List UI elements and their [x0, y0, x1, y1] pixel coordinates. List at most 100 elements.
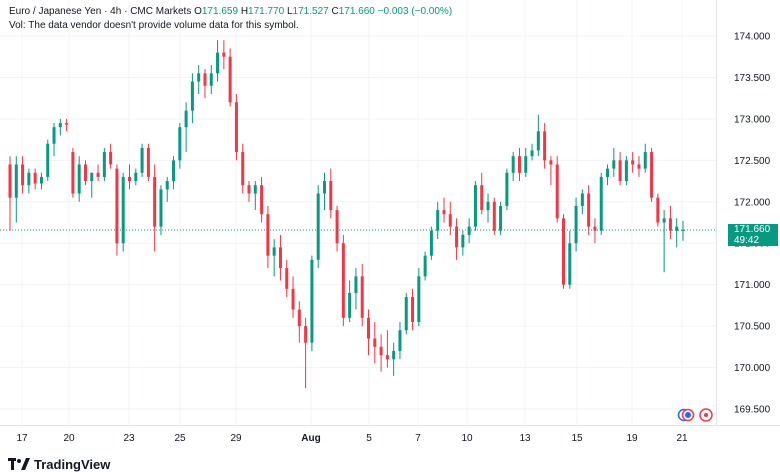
- candle-body: [247, 185, 251, 194]
- candle-body: [77, 164, 81, 194]
- candle-body: [398, 330, 402, 351]
- chart-header: Euro / Japanese Yen · 4h · CMC Markets O…: [9, 6, 452, 17]
- candle-body: [190, 81, 194, 111]
- candle-body: [115, 168, 119, 244]
- candle-body: [392, 350, 396, 360]
- candle-body: [316, 193, 320, 260]
- candle-body: [480, 185, 484, 211]
- candle-body: [27, 172, 31, 186]
- candle-body: [165, 181, 169, 190]
- candle-body: [492, 201, 496, 231]
- candle-body: [580, 193, 584, 206]
- candle-body: [555, 164, 559, 219]
- x-tick-label: 25: [174, 433, 186, 444]
- candle-body: [530, 150, 534, 157]
- candle-body: [681, 229, 685, 231]
- candle-body: [354, 276, 358, 293]
- candle-body: [266, 214, 270, 256]
- candle-body: [128, 176, 132, 182]
- x-tick-label: 21: [676, 433, 688, 444]
- candle-body: [517, 156, 521, 173]
- candle-body: [499, 205, 503, 231]
- x-tick-label: 20: [63, 433, 75, 444]
- open-label: O: [194, 6, 202, 17]
- y-tick-label: 170.500: [734, 322, 771, 333]
- candle-body: [587, 193, 591, 227]
- candle-body: [429, 230, 433, 256]
- candle-body: [423, 255, 427, 277]
- candle-body: [109, 152, 113, 165]
- x-tick-label: 7: [415, 433, 421, 444]
- candle-body: [618, 160, 622, 182]
- candle-body: [606, 168, 610, 177]
- candle-body: [461, 234, 465, 248]
- candle-body: [58, 123, 62, 128]
- candle-body: [71, 152, 75, 194]
- candle-body: [473, 185, 477, 227]
- candle-body: [373, 338, 377, 347]
- event-marker-icon: [685, 412, 691, 418]
- candle-body: [140, 147, 144, 173]
- candle-body: [33, 172, 37, 184]
- open-value: 171.659: [201, 6, 239, 17]
- last-price: 171.660: [734, 224, 771, 235]
- candle-body: [83, 164, 87, 182]
- candle-body: [304, 326, 308, 343]
- candle-body: [436, 210, 440, 231]
- candle-body: [291, 288, 295, 310]
- last-price-tag: 171.660 49:42: [728, 224, 778, 246]
- candle-body: [379, 346, 383, 356]
- candle-body: [643, 152, 647, 169]
- x-tick-label: 5: [366, 433, 372, 444]
- candle-body: [178, 127, 182, 161]
- logo-text: TradingView: [34, 457, 111, 472]
- close-label: C: [331, 6, 339, 17]
- candle-body: [455, 226, 459, 248]
- candle-body: [574, 205, 578, 244]
- y-tick-label: 173.000: [734, 114, 771, 125]
- candle-body: [536, 131, 540, 151]
- candle-body: [216, 52, 220, 74]
- candle-body: [329, 181, 333, 211]
- candle-body: [310, 259, 314, 343]
- change-value: −0.003 (−0.00%): [377, 6, 453, 17]
- candle-body: [511, 156, 515, 173]
- x-tick-label: 23: [123, 433, 135, 444]
- candle-body: [404, 297, 408, 331]
- candle-body: [197, 73, 201, 82]
- candle-body: [253, 185, 257, 194]
- candle-body: [146, 147, 150, 177]
- candle-body: [568, 243, 572, 285]
- candle-body: [650, 152, 654, 198]
- candle-body: [278, 247, 282, 269]
- x-tick-label: 15: [571, 433, 583, 444]
- candle-body: [335, 210, 339, 244]
- bar-countdown: 49:42: [734, 235, 760, 246]
- candle-body: [203, 73, 207, 86]
- event-marker-icon: [704, 413, 708, 417]
- y-tick-label: 170.000: [734, 363, 771, 374]
- symbol-title: Euro / Japanese Yen · 4h · CMC Markets: [9, 6, 192, 17]
- candle-body: [656, 197, 660, 223]
- candle-body: [184, 110, 188, 128]
- candle-body: [385, 355, 389, 360]
- high-label: H: [240, 6, 249, 17]
- candle-body: [675, 226, 679, 231]
- candle-body: [228, 56, 232, 103]
- candle-body: [272, 247, 276, 256]
- candle-body: [96, 172, 100, 177]
- tradingview-logo[interactable]: TradingView: [8, 457, 110, 472]
- candle-body: [593, 226, 597, 231]
- candle-body: [222, 52, 226, 57]
- candle-body: [90, 172, 94, 182]
- x-tick-label: 10: [461, 433, 473, 444]
- candle-body: [631, 160, 635, 165]
- candle-body: [134, 172, 138, 182]
- candle-body: [348, 292, 352, 318]
- y-tick-label: 174.000: [734, 32, 771, 43]
- candle-body: [322, 181, 326, 194]
- candle-body: [448, 214, 452, 227]
- x-tick-label: Aug: [301, 433, 320, 444]
- candle-body: [411, 297, 415, 322]
